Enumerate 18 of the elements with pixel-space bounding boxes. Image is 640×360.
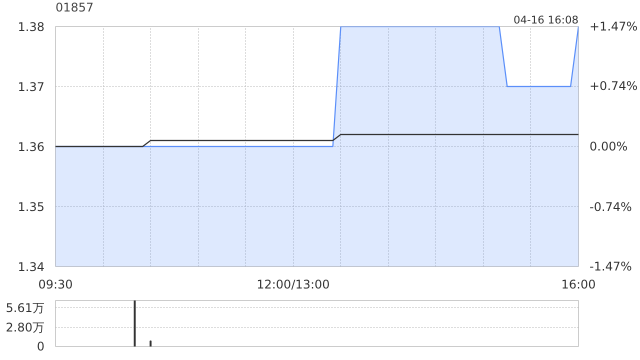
y2-tick-label: +1.47% (590, 20, 638, 34)
y2-tick-label: -0.74% (590, 200, 632, 214)
y2-tick-label: 0.00% (590, 140, 628, 154)
x-tick-label: 16:00 (561, 278, 596, 292)
y-tick-label: 1.35 (18, 200, 44, 214)
y-tick-label: 1.36 (18, 140, 44, 154)
x-tick-label: 12:00/13:00 (256, 278, 330, 292)
chart-title: 01857 (56, 0, 94, 14)
y-tick-label: 1.37 (18, 80, 44, 94)
y2-tick-label: +0.74% (590, 79, 638, 94)
y-tick-label: 2.80万 (6, 320, 44, 334)
y-tick-label: 1.34 (18, 260, 44, 274)
y-tick-label: 0 (36, 340, 45, 354)
y-tick-label: 5.61万 (6, 300, 44, 315)
y-tick-label: 1.38 (18, 20, 44, 34)
x-tick-label: 09:30 (38, 278, 73, 292)
annotation: 04-16 16:08 (513, 14, 579, 26)
y2-tick-label: -1.47% (590, 260, 632, 274)
